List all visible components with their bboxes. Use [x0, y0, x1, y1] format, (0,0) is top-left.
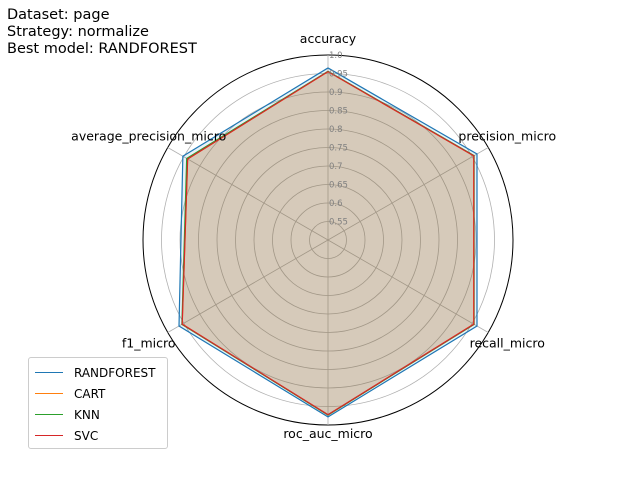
legend-swatch-randforest: [35, 372, 63, 373]
series-fill-1: [182, 71, 474, 416]
chart-legend: RANDFOREST CART KNN SVC: [28, 357, 168, 449]
grid-spoke-5: [167, 147, 329, 241]
grid-spoke-1: [327, 147, 489, 241]
grid-spoke-2: [327, 239, 489, 333]
legend-swatch-cart: [35, 393, 63, 394]
legend-label-randforest: RANDFOREST: [74, 365, 156, 380]
series-line-3: [181, 71, 475, 416]
series-fill-2: [181, 71, 475, 416]
legend-label-knn: KNN: [74, 407, 100, 422]
legend-swatch-svc: [35, 435, 63, 436]
axis-label-precision-micro: precision_micro: [458, 129, 556, 144]
r-tick-label-0: 0.55: [329, 218, 348, 228]
legend-label-cart: CART: [74, 386, 106, 401]
series-fill-3: [182, 71, 474, 415]
r-tick-label-9: 1.0: [329, 51, 343, 61]
r-tick-label-6: 0.85: [329, 107, 348, 117]
axis-label-roc-auc-micro: roc_auc_micro: [283, 426, 372, 441]
r-tick-label-1: 0.6: [329, 199, 343, 209]
r-tick-label-8: 0.95: [329, 70, 348, 80]
grid-spoke-4: [167, 239, 329, 333]
legend-label-svc: SVC: [74, 428, 99, 443]
series-fill-0: [179, 67, 477, 417]
legend-swatch-knn: [35, 414, 63, 415]
axis-label-average-precision-micro: average_precision_micro: [71, 129, 226, 144]
r-tick-label-5: 0.8: [329, 125, 343, 135]
chart-title: Dataset: page Strategy: normalize Best m…: [7, 7, 197, 58]
r-tick-label-4: 0.75: [329, 144, 348, 154]
title-best-model: Best model: RANDFOREST: [7, 41, 197, 57]
legend-item-svc: SVC: [29, 425, 167, 446]
r-tick-label-7: 0.9: [329, 88, 343, 98]
legend-item-knn: KNN: [29, 404, 167, 425]
legend-item-cart: CART: [29, 383, 167, 404]
axis-label-f1-micro: f1_micro: [122, 336, 176, 351]
axis-label-accuracy: accuracy: [300, 31, 357, 46]
title-strategy: Strategy: normalize: [7, 24, 149, 40]
title-dataset: Dataset: page: [7, 7, 110, 23]
r-tick-label-2: 0.65: [329, 181, 348, 191]
r-tick-label-3: 0.7: [329, 162, 343, 172]
series-line-0: [178, 67, 478, 418]
axis-label-recall-micro: recall_micro: [470, 336, 545, 351]
legend-item-randforest: RANDFOREST: [29, 362, 167, 383]
